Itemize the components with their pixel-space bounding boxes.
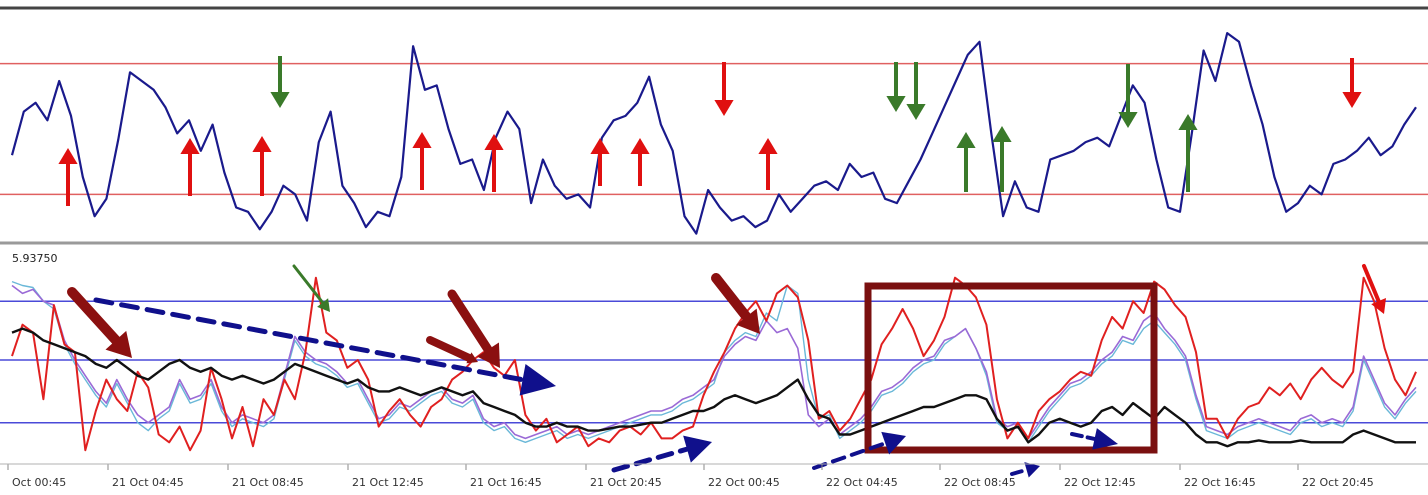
blue-dashed-arrow-head xyxy=(683,435,712,463)
arrow-head xyxy=(714,100,734,116)
blue-dashed-arrow xyxy=(1070,428,1118,450)
signal-arrow-down-green xyxy=(906,62,926,120)
x-tick-label: 22 Oct 12:45 xyxy=(1064,476,1136,489)
green-arrow-head xyxy=(317,298,330,312)
dark-red-arrow-shaft xyxy=(447,289,493,355)
arrow-head xyxy=(630,138,650,154)
blue-dashed-arrow xyxy=(611,435,712,473)
blue-dashed-arrow-head xyxy=(519,364,556,396)
arrow-head xyxy=(1342,92,1362,108)
signal-arrow-up-red xyxy=(758,138,778,190)
signal-arrow-up-green xyxy=(956,132,976,192)
signal-arrow-up-green xyxy=(1178,114,1198,192)
red-arrow-shaft xyxy=(1362,264,1381,304)
blue-dashed-arrow-head xyxy=(1024,462,1040,478)
signal-arrow-down-green xyxy=(270,56,290,108)
dark-red-arrow-shaft xyxy=(711,273,752,322)
signal-arrow-up-red xyxy=(412,132,432,190)
green-arrow-shaft xyxy=(292,264,325,305)
arrow-head xyxy=(180,138,200,154)
arrow-head xyxy=(252,136,272,152)
signal-arrow-up-red xyxy=(484,134,504,192)
blue-dashed-arrow-shaft xyxy=(1070,432,1097,441)
dark-red-arrow-tail-head xyxy=(466,352,478,364)
blue-dashed-arrow-shaft xyxy=(93,297,526,383)
arrow-head xyxy=(956,132,976,148)
dark-red-arrow-head xyxy=(477,342,500,368)
dark-red-arrow-tail-shaft xyxy=(426,336,473,362)
arrow-head xyxy=(758,138,778,154)
blue-dashed-arrow xyxy=(93,297,556,396)
arrow-head xyxy=(992,126,1012,142)
x-tick-label: 22 Oct 08:45 xyxy=(944,476,1016,489)
blue-dashed-arrow-shaft xyxy=(611,446,690,473)
x-tick-label: 22 Oct 20:45 xyxy=(1302,476,1374,489)
arrow-head xyxy=(270,92,290,108)
blue-dashed-arrow-head xyxy=(1092,428,1118,450)
y-axis-top-label: 5.93750 xyxy=(12,252,58,265)
arrow-head xyxy=(412,132,432,148)
dark-red-arrow xyxy=(447,289,500,368)
highlight-box xyxy=(864,282,1158,454)
x-tick-label: 22 Oct 04:45 xyxy=(826,476,898,489)
arrow-head xyxy=(590,138,610,154)
blue-dashed-arrow xyxy=(1010,462,1040,478)
dark-red-arrow-head xyxy=(105,330,132,358)
arrow-head xyxy=(484,134,504,150)
upper-oscillator-panel xyxy=(0,32,1428,235)
dark-red-arrow xyxy=(67,287,132,358)
x-tick-label: 21 Oct 20:45 xyxy=(590,476,662,489)
arrow-head xyxy=(58,148,78,164)
red-arrow-head xyxy=(1371,298,1386,314)
lower-price-panel xyxy=(0,264,1428,478)
x-tick-label: 21 Oct 08:45 xyxy=(232,476,304,489)
signal-arrow-down-red xyxy=(1342,58,1362,108)
arrow-head xyxy=(906,104,926,120)
x-tick-label: 21 Oct 04:45 xyxy=(112,476,184,489)
dark-red-arrow-head xyxy=(736,308,760,334)
signal-arrow-up-red xyxy=(180,138,200,196)
signal-arrow-up-red xyxy=(630,138,650,186)
dark-red-arrow xyxy=(711,273,760,334)
signal-arrow-up-red xyxy=(58,148,78,206)
x-tick-label: 22 Oct 16:45 xyxy=(1184,476,1256,489)
x-tick-label: 21 Oct 12:45 xyxy=(352,476,424,489)
green-arrow xyxy=(292,264,330,312)
oscillator-line xyxy=(10,32,1417,235)
signal-arrow-up-red xyxy=(590,138,610,186)
blue-dashed-arrow-head xyxy=(881,431,906,455)
signal-arrow-down-green xyxy=(1118,64,1138,128)
series-violet-line xyxy=(11,284,1417,440)
signal-arrow-up-green xyxy=(992,126,1012,192)
red-arrow xyxy=(1362,264,1386,314)
x-tick-label: 22 Oct 00:45 xyxy=(708,476,780,489)
signal-arrow-up-red xyxy=(252,136,272,196)
dark-red-arrow xyxy=(426,336,478,364)
series-black-line xyxy=(11,327,1416,448)
arrow-head xyxy=(1118,112,1138,128)
signal-arrow-down-green xyxy=(886,62,906,112)
dark-red-arrow-shaft xyxy=(67,287,121,346)
series-red-line xyxy=(11,276,1417,452)
signal-arrow-down-red xyxy=(714,62,734,116)
x-tick-label: Oct 00:45 xyxy=(12,476,66,489)
blue-dashed-arrow-shaft xyxy=(1010,467,1029,476)
arrow-head xyxy=(886,96,906,112)
x-axis: Oct 00:45 21 Oct 04:45 21 Oct 08:45 21 Oct … xyxy=(7,464,1374,489)
arrow-head xyxy=(1178,114,1198,130)
x-tick-label: 21 Oct 16:45 xyxy=(470,476,542,489)
